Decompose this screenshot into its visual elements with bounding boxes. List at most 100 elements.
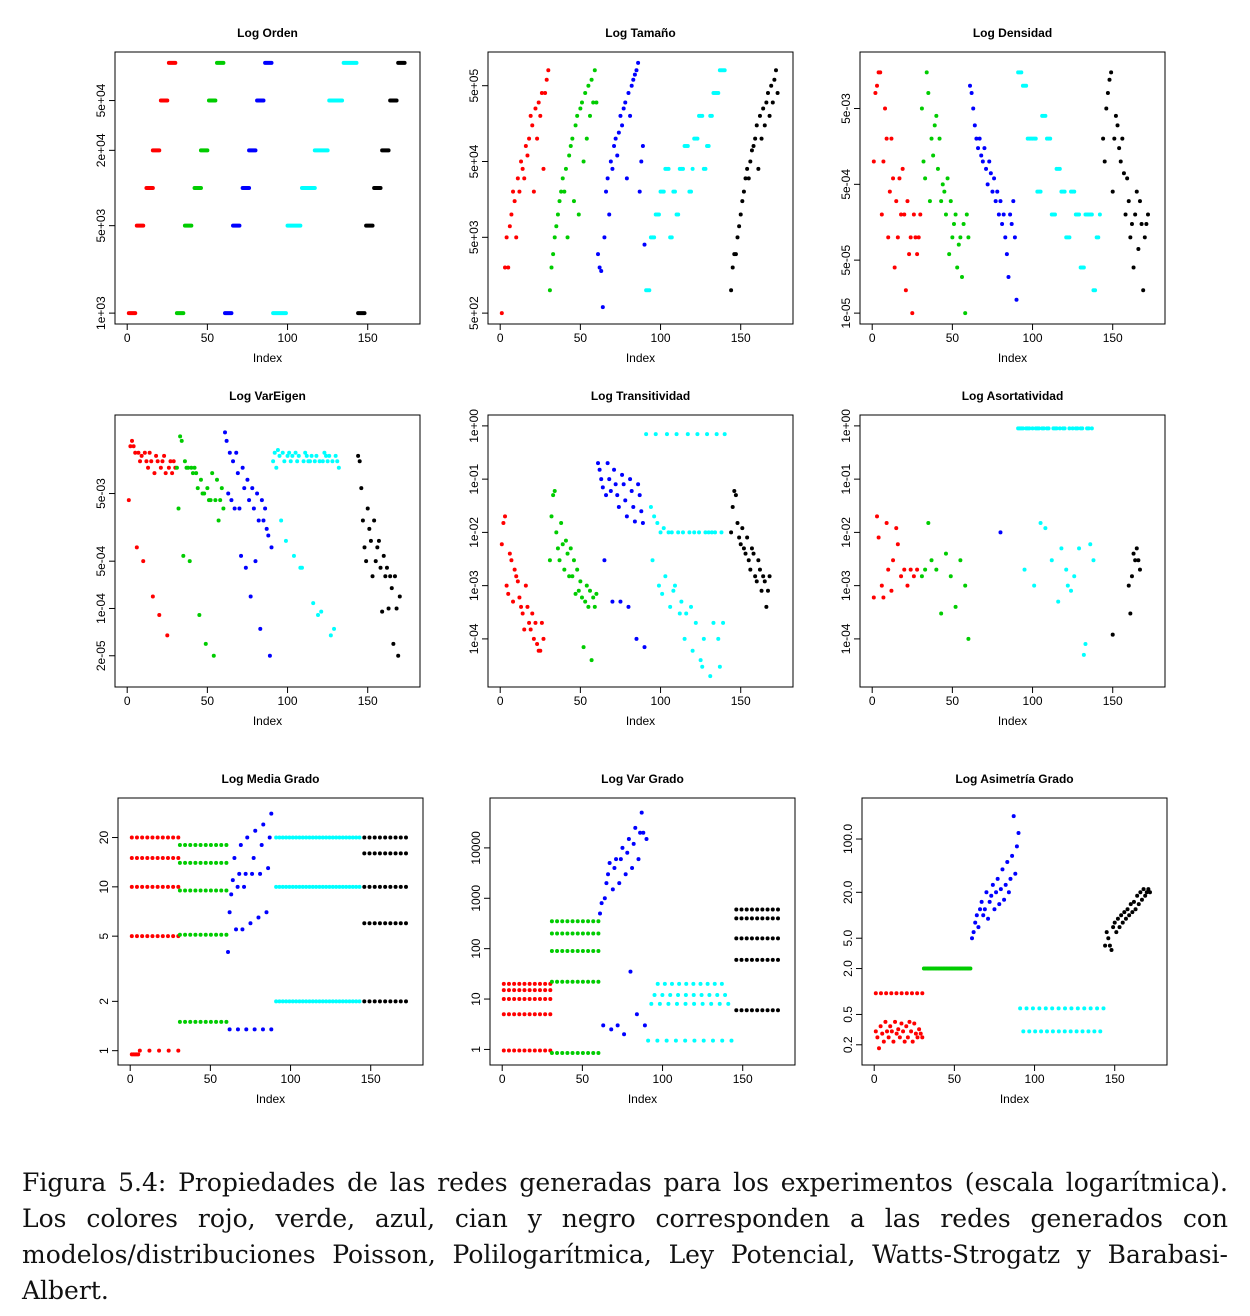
data-point	[597, 265, 602, 270]
data-point	[532, 1012, 537, 1017]
data-point	[532, 981, 537, 986]
data-point	[330, 459, 335, 464]
data-point	[623, 100, 628, 105]
data-point	[560, 176, 565, 181]
data-point	[194, 471, 199, 476]
data-point	[388, 851, 393, 856]
data-point	[368, 538, 373, 543]
data-point	[224, 860, 229, 865]
data-point	[984, 166, 989, 171]
data-point	[391, 641, 396, 646]
data-point	[879, 583, 884, 588]
data-point	[347, 884, 352, 889]
y-tick-label: 5e-03	[94, 478, 108, 509]
data-point	[145, 835, 150, 840]
data-point	[258, 871, 263, 876]
data-point	[753, 136, 758, 141]
data-point	[1065, 583, 1070, 588]
data-point	[764, 100, 769, 105]
data-point	[581, 645, 586, 650]
data-point	[501, 988, 506, 993]
data-point	[319, 609, 324, 614]
x-axis-label: Index	[253, 351, 282, 365]
data-point	[280, 999, 285, 1004]
data-point	[295, 459, 300, 464]
data-point	[511, 189, 516, 194]
data-point	[610, 887, 615, 892]
data-point	[333, 453, 338, 458]
data-point	[1086, 426, 1091, 431]
data-point	[734, 936, 739, 941]
data-point	[677, 611, 682, 616]
data-point	[583, 91, 588, 96]
data-point	[367, 835, 372, 840]
data-point	[240, 927, 245, 932]
data-point	[907, 252, 912, 257]
data-point	[761, 106, 766, 111]
x-tick-label: 100	[651, 694, 671, 708]
data-point	[628, 113, 633, 118]
data-point	[517, 981, 522, 986]
data-point	[186, 465, 191, 470]
data-point	[532, 997, 537, 1002]
data-point	[580, 1050, 585, 1055]
y-tick-label: 10	[469, 992, 483, 1006]
data-point	[535, 136, 540, 141]
data-point	[630, 865, 635, 870]
data-point	[932, 123, 937, 128]
data-point	[193, 843, 198, 848]
data-point	[506, 1012, 511, 1017]
data-point	[266, 866, 271, 871]
plot-frame	[859, 51, 1166, 325]
data-point	[624, 176, 629, 181]
data-point	[754, 123, 759, 128]
data-point	[679, 599, 684, 604]
data-point	[986, 916, 991, 921]
data-point	[735, 235, 740, 240]
data-point	[176, 1048, 181, 1053]
data-point	[388, 884, 393, 889]
data-point	[915, 991, 920, 996]
data-point	[177, 843, 182, 848]
data-point	[676, 212, 681, 217]
data-point	[507, 224, 512, 229]
data-point	[875, 1035, 880, 1040]
data-point	[626, 91, 631, 96]
data-point	[969, 91, 974, 96]
data-point	[218, 498, 223, 503]
data-point	[594, 591, 599, 596]
data-point	[213, 498, 218, 503]
data-point	[304, 453, 309, 458]
data-point	[628, 477, 633, 482]
data-point	[250, 486, 255, 491]
data-point	[214, 932, 219, 937]
data-point	[176, 506, 181, 511]
data-point	[692, 1038, 697, 1043]
data-point	[749, 148, 754, 153]
data-point	[705, 981, 710, 986]
data-point	[878, 991, 883, 996]
data-point	[775, 916, 780, 921]
data-point	[221, 506, 226, 511]
data-point	[174, 465, 179, 470]
data-point	[677, 981, 682, 986]
data-point	[1075, 1006, 1080, 1011]
data-point	[602, 235, 607, 240]
data-point	[971, 106, 976, 111]
data-point	[607, 477, 612, 482]
data-point	[1008, 876, 1013, 881]
y-tick-label: 100.0	[841, 824, 855, 854]
data-point	[370, 574, 375, 579]
data-point	[219, 843, 224, 848]
data-point	[729, 288, 734, 293]
data-point	[931, 153, 936, 158]
data-point	[636, 857, 641, 862]
data-point	[362, 851, 367, 856]
data-point	[562, 189, 567, 194]
data-point	[762, 579, 767, 584]
data-point	[216, 518, 221, 523]
data-point	[629, 83, 634, 88]
data-point	[264, 910, 269, 915]
data-point	[963, 311, 968, 316]
data-point	[958, 235, 963, 240]
